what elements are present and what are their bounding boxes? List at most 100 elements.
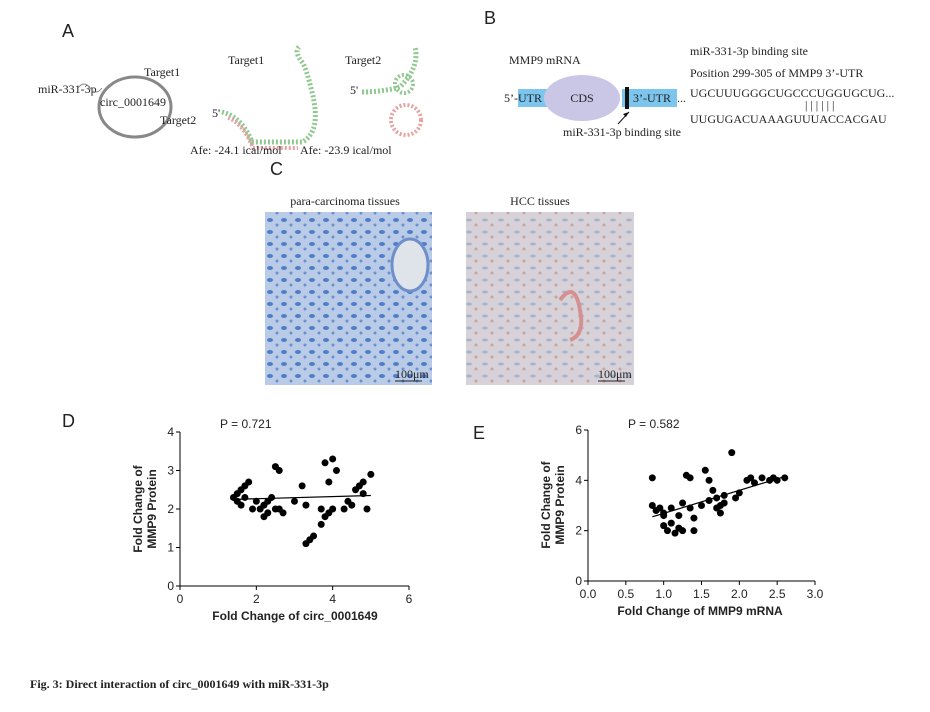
point (359, 478, 367, 486)
y-tick-label: 1 (167, 541, 174, 555)
panel-letter: A (62, 21, 74, 41)
x-tick-label: 3.0 (807, 587, 824, 601)
point (679, 499, 687, 507)
point (332, 467, 340, 474)
point (750, 479, 758, 487)
circrna-shape (97, 75, 173, 139)
label: Afe: -24.1 ical/mol (190, 143, 282, 157)
label: Target1 (144, 65, 180, 79)
micrograph-detail (390, 237, 430, 293)
structure (393, 73, 415, 95)
panel-letter: B (484, 8, 496, 28)
point (701, 466, 709, 474)
point (298, 482, 306, 490)
label: CDS (570, 91, 593, 105)
x-axis-label: Fold Change of MMP9 mRNA (617, 604, 783, 618)
point (660, 522, 668, 530)
y-axis-label: MMP9 Protein (145, 469, 159, 548)
point (732, 494, 740, 502)
point (241, 493, 249, 501)
label: miR-331-3p binding site (690, 44, 808, 58)
panel-letter: C (270, 159, 283, 179)
label: 5’-UTR (504, 91, 542, 105)
y-tick-label: 0 (167, 579, 174, 593)
x-tick-label: 1.0 (655, 587, 672, 601)
panel-letter: D (62, 411, 75, 431)
point (679, 527, 687, 535)
scale-label: 100μm (395, 367, 429, 381)
x-tick-label: 2.0 (731, 587, 748, 601)
label: miR-331-3p binding site (563, 125, 681, 139)
point (317, 520, 325, 528)
point (716, 509, 724, 517)
point (348, 501, 356, 509)
point (306, 536, 314, 544)
sequence: | | | | | | (805, 98, 834, 112)
point (291, 497, 298, 505)
label: Target2 (160, 113, 196, 127)
x-tick-label: 1.5 (693, 587, 710, 601)
sequence: UUGUGACUAAAGUUUACCACGAU (690, 112, 887, 126)
label: Target2 (345, 53, 381, 67)
point (686, 474, 694, 482)
mirna-shape (77, 83, 103, 93)
annotation: P = 0.582 (628, 417, 680, 431)
point (747, 474, 755, 482)
y-tick-label: 2 (575, 524, 582, 538)
point (317, 505, 325, 513)
structure (221, 45, 318, 145)
label: MMP9 mRNA (509, 53, 581, 67)
annotation: P = 0.721 (220, 417, 272, 431)
x-axis-label: Fold Change of circ_0001649 (212, 609, 378, 623)
micrograph-detail (558, 290, 584, 342)
point (252, 497, 260, 505)
point (781, 474, 789, 482)
y-tick-label: 3 (167, 464, 174, 478)
caption: Fig. 3: Direct interaction of circ_00016… (30, 677, 329, 691)
label: 5' (212, 106, 220, 120)
point (675, 512, 683, 520)
point (329, 505, 337, 513)
point (279, 509, 287, 517)
point (720, 499, 728, 507)
y-tick-label: 0 (575, 574, 582, 588)
scale-label: 100μm (598, 367, 632, 381)
fit-line (652, 475, 785, 518)
panel-letter: E (473, 423, 485, 443)
y-tick-label: 6 (575, 423, 582, 437)
label: Target1 (228, 53, 264, 67)
point (728, 449, 736, 457)
point (667, 519, 675, 527)
utr-box (622, 89, 677, 107)
x-tick-label: 2.5 (769, 587, 786, 601)
point (325, 478, 333, 486)
point (271, 505, 279, 513)
micrograph (466, 212, 634, 385)
label: para-carcinoma tissues (290, 194, 400, 208)
label: Position 299-305 of MMP9 3’-UTR (690, 66, 863, 80)
y-tick-label: 2 (167, 502, 174, 516)
label: ... (677, 91, 686, 105)
point (663, 527, 671, 535)
x-tick-label: 4 (329, 592, 336, 606)
point (667, 504, 675, 512)
label: circ_0001649 (100, 95, 166, 109)
x-tick-label: 0.0 (580, 587, 597, 601)
point (648, 474, 656, 482)
point (340, 505, 348, 513)
y-tick-label: 4 (575, 473, 582, 487)
point (656, 504, 664, 512)
label: 5' (350, 83, 358, 97)
cds-shape (544, 75, 620, 121)
sequence: UGCUUUGGGCUGCCCUGGUGCUG... (690, 86, 894, 100)
point (690, 514, 698, 522)
point (758, 474, 766, 482)
x-tick-label: 0 (177, 592, 184, 606)
y-axis-label: MMP9 Protein (553, 465, 567, 544)
y-axis-label: Fold Change of (131, 464, 145, 552)
x-tick-label: 0.5 (617, 587, 634, 601)
arrow-head (623, 112, 629, 117)
point (367, 470, 375, 478)
point (363, 505, 371, 513)
